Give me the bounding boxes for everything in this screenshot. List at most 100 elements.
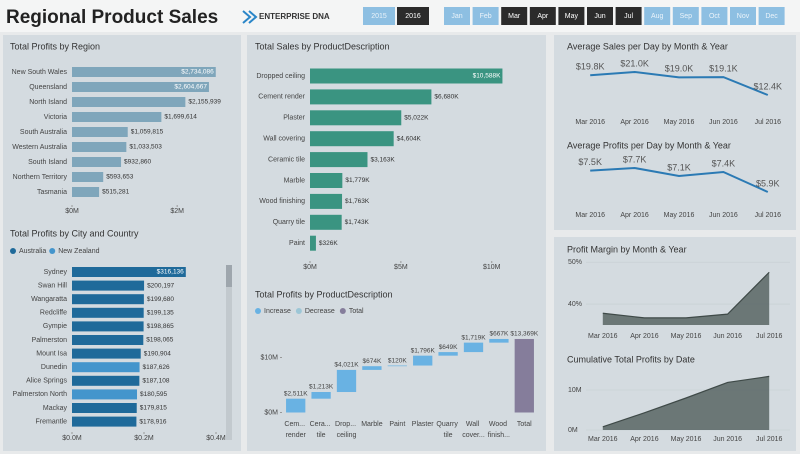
category-label: Redcliffe [40, 310, 67, 317]
month-label[interactable]: Jul [624, 13, 633, 20]
x-tick-label: Jun 2016 [713, 436, 742, 443]
x-tick-label: $0.4M [206, 435, 226, 442]
month-button[interactable] [558, 7, 585, 25]
waterfall-bar [463, 342, 484, 353]
value-label: $593,653 [106, 174, 133, 181]
month-label[interactable]: Oct [709, 13, 720, 20]
bar [72, 416, 137, 427]
bar [72, 112, 162, 122]
month-label[interactable]: Dec [765, 13, 778, 20]
y-tick-label: $0M [264, 409, 278, 416]
chart-title: Average Sales per Day by Month & Year [567, 41, 728, 51]
area-line [602, 271, 770, 319]
value-label: $1,059,815 [131, 129, 164, 136]
category-label: Tasmania [37, 189, 67, 196]
month-label[interactable]: Jan [451, 13, 462, 20]
x-tick-label: May 2016 [671, 333, 702, 340]
category-label: Ceramic tile [268, 156, 305, 163]
x-tick-label: Marble [361, 421, 383, 428]
value-label: $649K [439, 344, 458, 351]
month-button[interactable] [758, 7, 785, 25]
bar [72, 307, 144, 318]
bar [310, 110, 402, 126]
year-button[interactable] [397, 7, 429, 25]
year-button[interactable] [363, 7, 395, 25]
bar [310, 68, 503, 84]
month-button[interactable] [615, 7, 642, 25]
x-tick-label: Mar 2016 [588, 436, 618, 443]
month-label[interactable]: Feb [480, 13, 492, 20]
x-tick-label: Jun 2016 [713, 333, 742, 340]
x-tick-label: Mar 2016 [575, 119, 605, 126]
month-label[interactable]: Jun [594, 13, 605, 20]
month-button[interactable] [501, 7, 528, 25]
value-label: $199,680 [147, 296, 174, 303]
chart-title: Profit Margin by Month & Year [567, 244, 687, 254]
category-label: South Island [28, 159, 67, 166]
logo: ENTERPRISE DNA [242, 10, 330, 24]
category-label: South Australia [20, 129, 67, 136]
waterfall-bar [413, 355, 433, 366]
x-tick-label: $0.2M [134, 435, 154, 442]
category-label: Mount Isa [36, 350, 67, 357]
bar [310, 131, 394, 147]
month-label[interactable]: Sep [680, 13, 693, 20]
x-tick-label: Apr 2016 [620, 212, 649, 219]
x-tick-label: Jun 2016 [709, 119, 738, 126]
month-label[interactable]: Nov [737, 13, 750, 20]
x-tick-label: $0.0M [62, 435, 82, 442]
scrollbar-thumb[interactable] [226, 265, 232, 287]
area [602, 376, 770, 430]
month-label[interactable]: Apr [537, 13, 549, 20]
value-label: $120K [388, 357, 407, 364]
value-label: $190,904 [144, 350, 171, 357]
category-label: Queensland [29, 84, 67, 91]
x-tick-label: Wood finish... [488, 421, 510, 439]
value-label: $1,213K [309, 384, 334, 391]
month-label[interactable]: Mar [508, 13, 521, 20]
value-label: $4,021K [334, 362, 359, 369]
value-label: $7.4K [712, 158, 736, 168]
value-label: $180,595 [140, 391, 167, 398]
bar [72, 362, 140, 373]
x-tick-label: Plaster [412, 421, 434, 428]
x-tick-label: $5M [394, 264, 408, 271]
x-tick-label: $2M [170, 208, 184, 215]
chart-title: Total Profits by City and Country [10, 228, 139, 238]
bar [310, 235, 316, 251]
month-button[interactable] [472, 7, 499, 25]
category-label: Dropped ceiling [256, 73, 305, 80]
month-label[interactable]: May [565, 13, 579, 20]
month-label[interactable]: Aug [651, 13, 664, 20]
month-button[interactable] [672, 7, 699, 25]
scrollbar-track [226, 265, 232, 440]
bar [72, 389, 138, 400]
value-label: $199,135 [147, 310, 174, 317]
month-button[interactable] [644, 7, 671, 25]
category-label: Sydney [44, 269, 68, 276]
month-button[interactable] [587, 7, 613, 25]
year-label[interactable]: 2015 [371, 13, 387, 20]
value-label: $198,865 [147, 323, 174, 330]
bar [72, 280, 145, 291]
x-tick-label: $10M [483, 264, 501, 271]
waterfall-bar [286, 398, 306, 413]
month-button[interactable] [730, 7, 756, 25]
area [602, 272, 770, 325]
value-label: $2,511K [284, 390, 308, 397]
category-label: Quarry tile [273, 219, 305, 226]
month-button[interactable] [529, 7, 556, 25]
year-label[interactable]: 2016 [405, 13, 421, 20]
value-label: $19.1K [709, 63, 738, 73]
month-button[interactable] [444, 7, 470, 25]
month-button[interactable] [701, 7, 728, 25]
area-line [602, 375, 770, 428]
bar [310, 173, 343, 188]
x-tick-label: Jul 2016 [755, 212, 782, 219]
value-label: $7.7K [623, 154, 647, 164]
x-tick-label: $0M [303, 264, 317, 271]
x-tick-label: $0M [65, 208, 79, 215]
x-tick-label: Paint [389, 421, 405, 428]
value-label: $4,604K [397, 135, 422, 142]
chart-title: Total Sales by ProductDescription [255, 41, 390, 51]
